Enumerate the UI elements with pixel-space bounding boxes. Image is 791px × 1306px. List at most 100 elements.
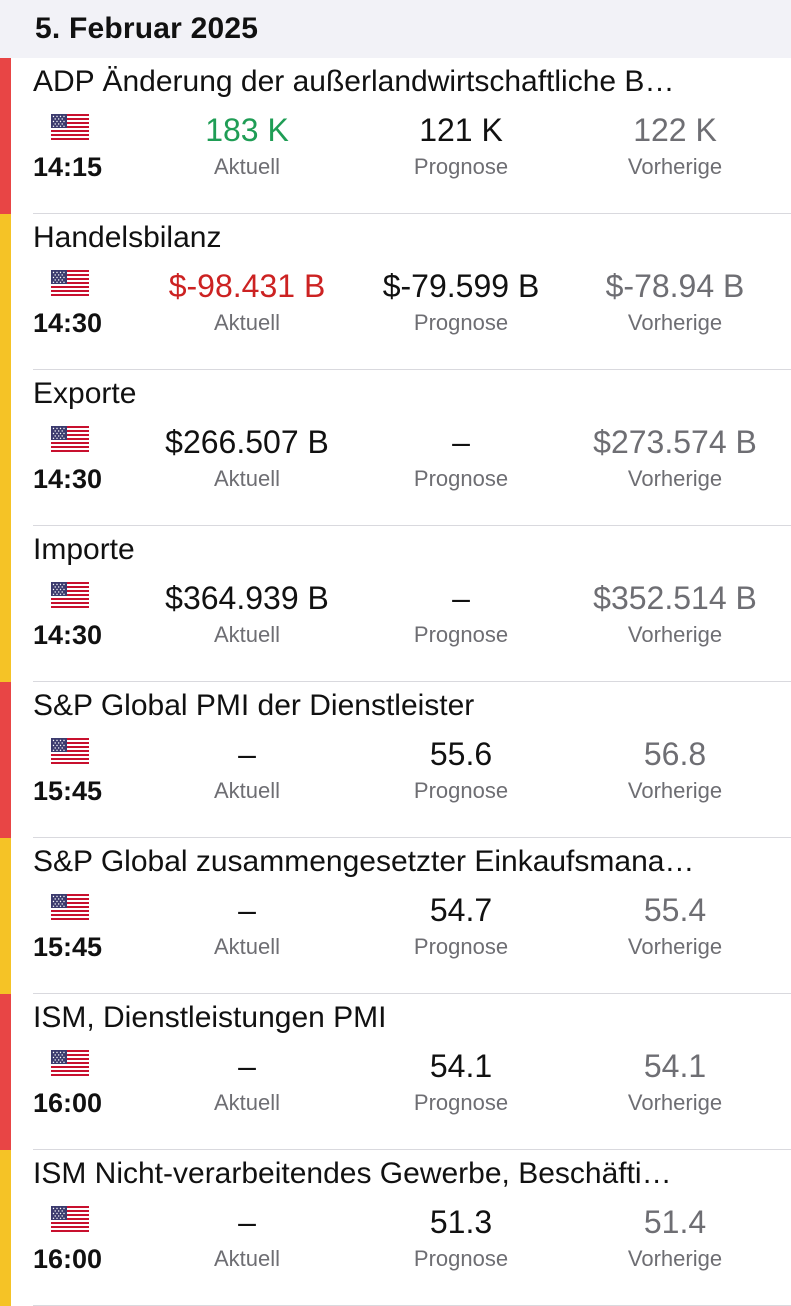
previous-value: 55.4 — [643, 892, 707, 928]
actual-value: – — [238, 1204, 256, 1240]
forecast-column: 54.7 Prognose — [351, 890, 571, 964]
previous-column: 56.8 Vorherige — [565, 734, 785, 808]
forecast-value: 51.3 — [429, 1204, 493, 1240]
row-divider — [33, 993, 791, 994]
actual-value: – — [238, 1048, 256, 1084]
impact-bar — [0, 214, 11, 370]
us-flag-icon — [51, 1050, 89, 1076]
row-divider — [33, 681, 791, 682]
impact-bar — [0, 58, 11, 214]
previous-column: 122 K Vorherige — [565, 110, 785, 184]
forecast-column: 51.3 Prognose — [351, 1202, 571, 1276]
previous-column: 54.1 Vorherige — [565, 1046, 785, 1120]
actual-value: – — [238, 892, 256, 928]
event-time: 14:30 — [33, 620, 103, 650]
forecast-label: Prognose — [413, 934, 509, 959]
previous-label: Vorherige — [627, 154, 723, 179]
actual-value: 183 K — [205, 112, 289, 148]
actual-column: – Aktuell — [137, 1202, 357, 1276]
event-title: Handelsbilanz — [33, 221, 222, 254]
row-divider — [33, 1149, 791, 1150]
actual-column: 183 K Aktuell — [137, 110, 357, 184]
forecast-label: Prognose — [413, 778, 509, 803]
us-flag-icon — [51, 582, 89, 608]
event-title: Importe — [33, 533, 135, 566]
row-divider — [33, 369, 791, 370]
impact-bar — [0, 838, 11, 994]
forecast-label: Prognose — [413, 1246, 509, 1271]
actual-column: – Aktuell — [137, 1046, 357, 1120]
event-title: S&P Global zusammengesetzter Einkaufsman… — [33, 845, 695, 878]
date-title: 5. Februar 2025 — [35, 12, 259, 45]
impact-bar — [0, 1150, 11, 1306]
forecast-column: – Prognose — [351, 578, 571, 652]
actual-column: $364.939 B Aktuell — [137, 578, 357, 652]
actual-column: – Aktuell — [137, 734, 357, 808]
previous-label: Vorherige — [627, 310, 723, 335]
actual-value: $-98.431 B — [168, 268, 326, 304]
actual-label: Aktuell — [213, 1090, 281, 1115]
event-row-3[interactable]: Exporte 14:30 $266.507 B Aktuell — [0, 370, 791, 526]
actual-label: Aktuell — [213, 310, 281, 335]
event-title: S&P Global PMI der Dienstleister — [33, 689, 475, 722]
previous-column: 55.4 Vorherige — [565, 890, 785, 964]
event-time: 14:30 — [33, 464, 103, 494]
event-time: 14:15 — [33, 152, 103, 182]
actual-label: Aktuell — [213, 154, 281, 179]
row-divider — [33, 213, 791, 214]
row-divider — [33, 837, 791, 838]
previous-value: 56.8 — [643, 736, 707, 772]
event-row-1[interactable]: ADP Änderung der außerlandwirtschaftlich… — [0, 58, 791, 214]
previous-label: Vorherige — [627, 934, 723, 959]
forecast-column: $-79.599 B Prognose — [351, 266, 571, 340]
event-time: 16:00 — [33, 1244, 103, 1274]
date-section-header: 5. Februar 2025 — [0, 0, 791, 58]
us-flag-icon — [51, 114, 89, 140]
row-divider — [33, 525, 791, 526]
impact-bar — [0, 526, 11, 682]
actual-label: Aktuell — [213, 778, 281, 803]
event-time: 15:45 — [33, 932, 103, 962]
event-title: ISM Nicht-verarbeitendes Gewerbe, Beschä… — [33, 1157, 672, 1190]
event-row-7[interactable]: ISM, Dienstleistungen PMI 16:00 – Aktuel… — [0, 994, 791, 1150]
actual-column: $-98.431 B Aktuell — [137, 266, 357, 340]
actual-label: Aktuell — [213, 466, 281, 491]
previous-value: 51.4 — [643, 1204, 707, 1240]
us-flag-icon — [51, 270, 89, 296]
us-flag-icon — [51, 1206, 89, 1232]
impact-bar — [0, 370, 11, 526]
forecast-value: $-79.599 B — [382, 268, 540, 304]
actual-value: – — [238, 736, 256, 772]
event-time: 16:00 — [33, 1088, 103, 1118]
event-row-5[interactable]: S&P Global PMI der Dienstleister 15:45 –… — [0, 682, 791, 838]
event-row-2[interactable]: Handelsbilanz 14:30 $-98.431 B Aktuell — [0, 214, 791, 370]
event-time: 14:30 — [33, 308, 103, 338]
previous-value: 54.1 — [643, 1048, 707, 1084]
us-flag-icon — [51, 426, 89, 452]
previous-label: Vorherige — [627, 1246, 723, 1271]
event-row-8[interactable]: ISM Nicht-verarbeitendes Gewerbe, Beschä… — [0, 1150, 791, 1306]
actual-label: Aktuell — [213, 622, 281, 647]
forecast-label: Prognose — [413, 310, 509, 335]
previous-value: $273.574 B — [593, 424, 757, 460]
previous-column: $352.514 B Vorherige — [565, 578, 785, 652]
previous-column: $-78.94 B Vorherige — [565, 266, 785, 340]
actual-column: $266.507 B Aktuell — [137, 422, 357, 496]
event-row-4[interactable]: Importe 14:30 $364.939 B Aktuell — [0, 526, 791, 682]
forecast-column: 55.6 Prognose — [351, 734, 571, 808]
forecast-value: 121 K — [419, 112, 503, 148]
forecast-value: – — [452, 580, 470, 616]
event-row-6[interactable]: S&P Global zusammengesetzter Einkaufsman… — [0, 838, 791, 994]
forecast-value: 54.7 — [429, 892, 493, 928]
previous-label: Vorherige — [627, 466, 723, 491]
us-flag-icon — [51, 738, 89, 764]
previous-value: $352.514 B — [593, 580, 757, 616]
event-title: ADP Änderung der außerlandwirtschaftlich… — [33, 65, 675, 98]
us-flag-icon — [51, 894, 89, 920]
forecast-column: 121 K Prognose — [351, 110, 571, 184]
previous-value: $-78.94 B — [605, 268, 745, 304]
actual-column: – Aktuell — [137, 890, 357, 964]
forecast-label: Prognose — [413, 1090, 509, 1115]
previous-label: Vorherige — [627, 778, 723, 803]
event-list[interactable]: ADP Änderung der außerlandwirtschaftlich… — [0, 58, 791, 1306]
